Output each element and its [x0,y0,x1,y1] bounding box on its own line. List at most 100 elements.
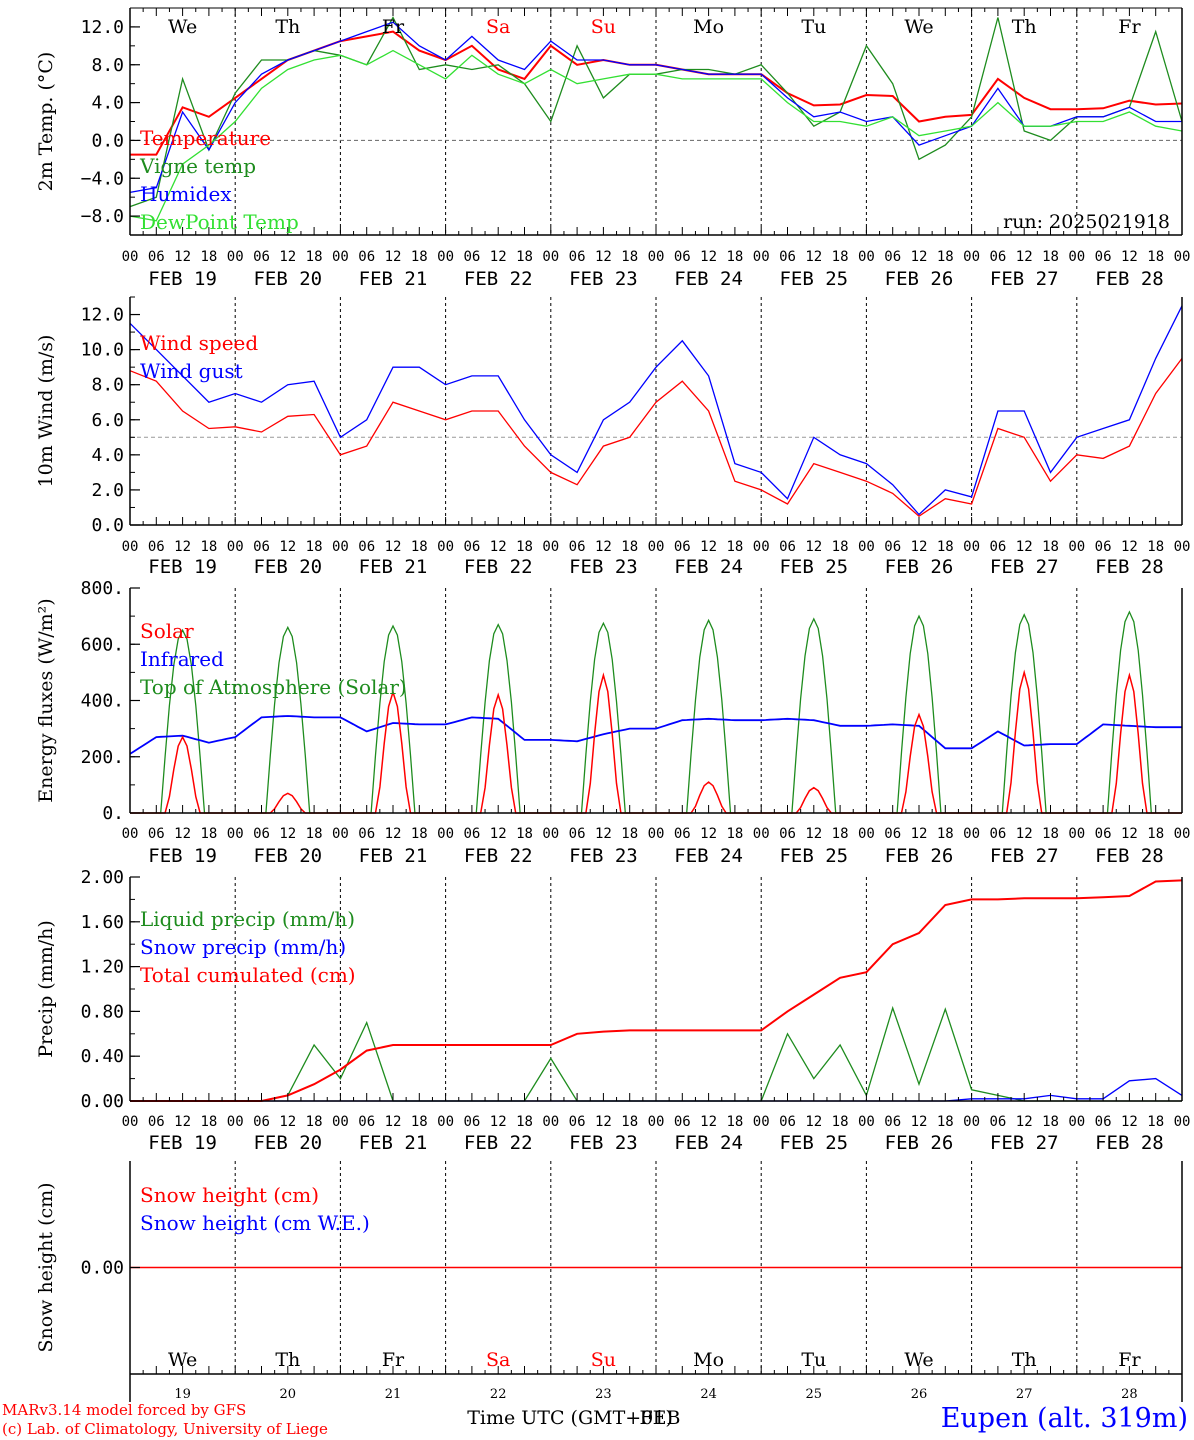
hour-tick-label: 12 [805,249,822,265]
hour-tick-label: 12 [700,249,717,265]
y-tick-label: 0.40 [81,1046,124,1067]
footer-lab-line: (c) Lab. of Climatology, University of L… [2,1420,328,1438]
date-label: FEB 21 [359,556,428,578]
hour-tick-label: 06 [569,1114,586,1130]
day-number-label: 27 [1016,1387,1033,1402]
hour-tick-label: 00 [542,539,559,555]
date-label: FEB 22 [464,845,533,867]
hour-tick-label: 00 [648,539,665,555]
day-label: Th [1012,16,1037,38]
series-line-infrared [129,715,1182,755]
y-tick-label: 400. [81,691,124,712]
y-tick-label: 2.0 [91,480,124,501]
day-label: We [168,16,197,38]
hour-tick-label: 12 [385,1114,402,1130]
hour-tick-label: 06 [253,539,270,555]
station-label: Eupen (alt. 319m) [941,1403,1188,1434]
day-label: Mo [693,16,724,38]
hour-tick-label: 06 [779,1114,796,1130]
hour-tick-label: 00 [858,249,875,265]
hour-tick-label: 18 [200,826,217,842]
hour-tick-label: 18 [411,1114,428,1130]
y-tick-label: 0.0 [91,515,124,536]
hour-tick-label: 18 [937,1114,954,1130]
hour-tick-label: 18 [306,249,323,265]
run-label: run: 2025021918 [1003,211,1170,233]
hour-tick-label: 18 [516,249,533,265]
hour-tick-label: 18 [1147,249,1164,265]
date-label: FEB 19 [148,1132,217,1154]
hour-tick-label: 18 [937,826,954,842]
date-label: FEB 24 [674,556,743,578]
hour-tick-label: 00 [437,249,454,265]
hour-tick-label: 18 [832,249,849,265]
hour-tick-label: 18 [832,826,849,842]
date-label: FEB 24 [674,268,743,290]
day-number-label: 21 [385,1387,402,1402]
hour-tick-label: 18 [621,249,638,265]
y-axis-title: Precip (mm/h) [35,920,57,1058]
hour-tick-label: 00 [332,1114,349,1130]
y-tick-label: 0.00 [81,1258,124,1279]
date-label: FEB 27 [990,556,1059,578]
hour-tick-label: 00 [858,1114,875,1130]
date-label: FEB 22 [464,268,533,290]
day-number-label: 24 [700,1387,717,1402]
hour-tick-label: 18 [621,1114,638,1130]
day-label: Fr [382,1349,405,1371]
hour-tick-label: 06 [358,826,375,842]
day-label: Mo [693,1349,724,1371]
legend-entry: DewPoint Temp [140,210,299,234]
hour-tick-label: 12 [1121,1114,1138,1130]
series-line-dewpoint-temp [129,49,1183,222]
hour-tick-label: 12 [174,826,191,842]
hour-tick-label: 00 [1174,826,1191,842]
y-tick-label: 4.0 [91,93,124,114]
hour-tick-label: 00 [227,539,244,555]
day-label: Th [275,16,300,38]
date-label: FEB 28 [1095,268,1164,290]
y-tick-label: 2.00 [81,867,124,888]
legend-entry: Humidex [140,182,232,206]
hour-tick-label: 06 [463,1114,480,1130]
date-label: FEB 26 [885,845,954,867]
legend-entry: Top of Atmosphere (Solar) [140,675,407,699]
hour-tick-label: 12 [385,249,402,265]
hour-tick-label: 12 [1016,826,1033,842]
legend-entry: Total cumulated (cm) [140,963,356,987]
hour-tick-label: 06 [1095,1114,1112,1130]
hour-tick-label: 00 [1068,539,1085,555]
date-label: FEB 19 [148,268,217,290]
time-axis-overprint: FEB [639,1407,680,1429]
hour-tick-label: 12 [700,1114,717,1130]
y-tick-label: 0.80 [81,1001,124,1022]
hour-tick-label: 18 [411,249,428,265]
hour-tick-label: 06 [463,826,480,842]
hour-tick-label: 00 [332,249,349,265]
y-tick-label: 4.0 [91,445,124,466]
day-label: Fr [1118,1349,1141,1371]
hour-tick-label: 12 [911,1114,928,1130]
hour-tick-label: 00 [1174,539,1191,555]
hour-tick-label: 00 [648,1114,665,1130]
hour-tick-label: 00 [1068,249,1085,265]
y-tick-label: 1.20 [81,957,124,978]
hour-tick-label: 06 [463,249,480,265]
hour-tick-label: 18 [1042,826,1059,842]
day-label: Tu [801,16,826,38]
legend-entry: Vigne temp [139,154,256,178]
hour-tick-label: 18 [1147,826,1164,842]
hour-tick-label: 18 [1042,1114,1059,1130]
hour-tick-label: 12 [805,826,822,842]
hour-tick-label: 06 [148,249,165,265]
day-label: Fr [1118,16,1141,38]
hour-tick-label: 00 [858,539,875,555]
series-line-wind-speed [129,358,1183,518]
hour-tick-label: 00 [437,826,454,842]
day-label: We [168,1349,197,1371]
hour-tick-label: 00 [963,249,980,265]
hour-tick-label: 06 [779,249,796,265]
hour-tick-label: 12 [279,539,296,555]
hour-tick-label: 12 [805,539,822,555]
